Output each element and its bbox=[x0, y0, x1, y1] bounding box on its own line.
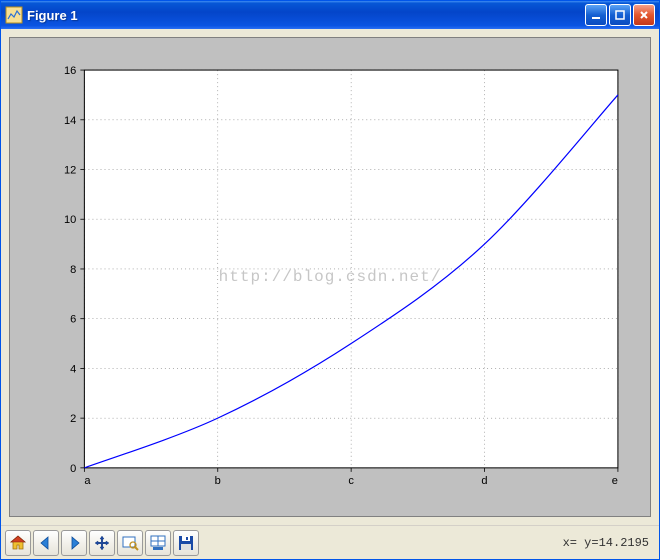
svg-text:6: 6 bbox=[70, 314, 76, 326]
svg-text:a: a bbox=[84, 475, 91, 487]
svg-text:c: c bbox=[348, 475, 354, 487]
svg-text:14: 14 bbox=[64, 115, 76, 127]
close-button[interactable] bbox=[633, 4, 655, 26]
home-button[interactable] bbox=[5, 530, 31, 556]
figure-window: Figure 1 0246810121416abcde http://blog.… bbox=[0, 0, 660, 560]
maximize-button[interactable] bbox=[609, 4, 631, 26]
content-area: 0246810121416abcde http://blog.csdn.net/ bbox=[1, 29, 659, 525]
subplots-button[interactable] bbox=[145, 530, 171, 556]
status-text: x= y=14.2195 bbox=[563, 536, 655, 550]
svg-text:10: 10 bbox=[64, 214, 76, 226]
pan-button[interactable] bbox=[89, 530, 115, 556]
svg-text:d: d bbox=[481, 475, 487, 487]
svg-text:e: e bbox=[612, 475, 618, 487]
svg-text:12: 12 bbox=[64, 165, 76, 177]
svg-text:b: b bbox=[215, 475, 221, 487]
plot-canvas[interactable]: 0 2 4 6 8 10 12 14 16 a b c d e bbox=[28, 56, 632, 498]
svg-text:0: 0 bbox=[70, 463, 76, 475]
back-button[interactable] bbox=[33, 530, 59, 556]
minimize-button[interactable] bbox=[585, 4, 607, 26]
save-button[interactable] bbox=[173, 530, 199, 556]
titlebar[interactable]: Figure 1 bbox=[1, 1, 659, 29]
plot-frame: 0246810121416abcde http://blog.csdn.net/ bbox=[9, 37, 651, 517]
window-title: Figure 1 bbox=[27, 8, 585, 23]
svg-text:8: 8 bbox=[70, 264, 76, 276]
bottom-bar: x= y=14.2195 bbox=[1, 525, 659, 559]
svg-text:2: 2 bbox=[70, 413, 76, 425]
app-icon bbox=[5, 6, 23, 24]
forward-button[interactable] bbox=[61, 530, 87, 556]
toolbar bbox=[5, 530, 199, 556]
window-controls bbox=[585, 4, 655, 26]
svg-text:16: 16 bbox=[64, 65, 76, 77]
svg-text:4: 4 bbox=[70, 363, 76, 375]
zoom-button[interactable] bbox=[117, 530, 143, 556]
